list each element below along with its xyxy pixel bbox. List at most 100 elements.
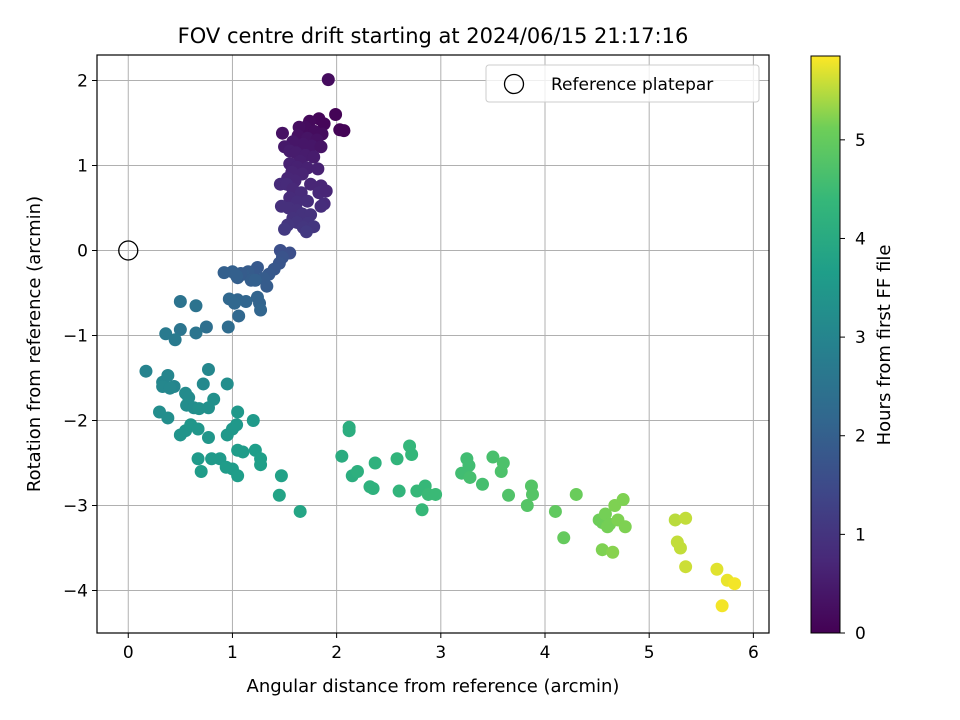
x-tick-label: 6 xyxy=(748,643,759,663)
colorbar-tick-label: 4 xyxy=(855,229,866,249)
scatter-point xyxy=(392,484,406,498)
colorbar: 0 1 2 3 4 5 Hours from first FF file xyxy=(810,55,895,644)
scatter-point xyxy=(548,504,562,518)
y-tick-label: −2 xyxy=(63,412,88,432)
scatter-point xyxy=(679,560,693,574)
scatter-point xyxy=(254,303,268,317)
scatter-point xyxy=(230,418,244,432)
scatter-point xyxy=(342,424,356,438)
scatter-point xyxy=(260,279,274,293)
scatter-point xyxy=(335,449,349,463)
legend-box xyxy=(485,64,760,103)
chart-title: FOV centre drift starting at 2024/06/15 … xyxy=(178,24,689,48)
scatter-point xyxy=(502,488,516,502)
scatter-point xyxy=(321,73,335,87)
scatter-point xyxy=(368,456,382,470)
x-tick-label: 5 xyxy=(644,643,655,663)
scatter-point xyxy=(246,414,260,427)
legend-marker-circle-icon xyxy=(503,73,525,95)
scatter-point xyxy=(221,320,235,334)
scatter-point xyxy=(191,452,205,466)
x-axis-label: Angular distance from reference (arcmin) xyxy=(247,676,620,697)
scatter-point xyxy=(679,511,693,525)
x-axis-ticks: 0 1 2 3 4 5 6 xyxy=(123,633,759,663)
scatter-point xyxy=(159,327,173,341)
y-tick-label: 2 xyxy=(77,72,88,92)
scatter-point xyxy=(192,402,206,416)
scatter-point xyxy=(220,377,234,391)
scatter-point xyxy=(569,487,583,501)
colorbar-gradient xyxy=(810,55,841,634)
colorbar-tick-label: 1 xyxy=(855,525,866,545)
scatter-point xyxy=(606,545,620,559)
scatter-point xyxy=(329,108,343,121)
scatter-point xyxy=(293,504,307,518)
scatter-point xyxy=(496,456,510,470)
scatter-point xyxy=(231,469,245,483)
scatter-point xyxy=(278,222,292,236)
scatter-point xyxy=(275,126,289,140)
scatter-point xyxy=(715,599,729,613)
y-tick-label: −3 xyxy=(63,497,88,517)
y-tick-label: 0 xyxy=(77,242,88,262)
scatter-point xyxy=(710,562,724,576)
scatter-point xyxy=(173,295,187,308)
y-tick-label: −4 xyxy=(63,582,88,602)
y-axis-label: Rotation from reference (arcmin) xyxy=(24,196,45,492)
scatter-point xyxy=(230,269,244,283)
scatter-point xyxy=(161,411,175,425)
scatter-point xyxy=(366,482,380,495)
colorbar-tick-label: 0 xyxy=(855,624,866,644)
x-tick-label: 4 xyxy=(540,643,551,663)
scatter-point xyxy=(231,405,245,419)
scatter-point xyxy=(201,401,215,415)
scatter-point xyxy=(189,326,203,340)
colorbar-tick-label: 5 xyxy=(855,131,866,151)
legend-entry-label: Reference platepar xyxy=(551,75,713,95)
x-tick-label: 0 xyxy=(123,643,134,663)
scatter-point xyxy=(557,531,571,545)
reference-point-marker xyxy=(118,240,139,261)
scatter-point xyxy=(173,323,187,337)
scatter-point xyxy=(189,299,203,313)
scatter-point xyxy=(525,487,539,501)
grid-lines xyxy=(97,55,769,633)
scatter-point xyxy=(462,459,476,473)
x-tick-label: 3 xyxy=(435,643,446,663)
scatter-point xyxy=(616,493,630,507)
scatter-point xyxy=(248,273,262,287)
scatter-point xyxy=(317,117,331,131)
scatter-point xyxy=(520,499,534,512)
scatter-point xyxy=(232,309,246,323)
scatter-point xyxy=(201,431,215,444)
scatter-point xyxy=(415,503,429,517)
scatter-point xyxy=(314,140,328,154)
colorbar-tick-label: 2 xyxy=(855,427,866,447)
scatter-point xyxy=(305,139,319,153)
scatter-point xyxy=(139,364,153,378)
scatter-point xyxy=(168,333,182,347)
colorbar-tick-label: 3 xyxy=(855,328,866,348)
scatter-point xyxy=(217,266,231,280)
scatter-point xyxy=(390,452,404,466)
scatter-point xyxy=(337,124,351,138)
scatter-point xyxy=(618,520,632,534)
scatter-point xyxy=(274,469,288,483)
scatter-point xyxy=(728,577,742,591)
colorbar-label: Hours from first FF file xyxy=(874,245,895,446)
scatter-point xyxy=(668,513,682,527)
scatter-point xyxy=(254,458,268,472)
scatter-point xyxy=(595,543,609,557)
y-tick-label: 1 xyxy=(77,157,88,177)
scatter-point xyxy=(463,470,477,484)
scatter-point xyxy=(300,194,314,208)
scatter-point xyxy=(314,199,328,213)
scatter-point xyxy=(272,488,286,502)
x-tick-label: 2 xyxy=(331,643,342,663)
scatter-point xyxy=(194,465,208,478)
legend: Reference platepar xyxy=(485,64,760,103)
scatter-point xyxy=(163,381,177,395)
scatter-point xyxy=(486,450,500,464)
scatter-point xyxy=(161,368,175,382)
scatter-point xyxy=(191,422,205,436)
